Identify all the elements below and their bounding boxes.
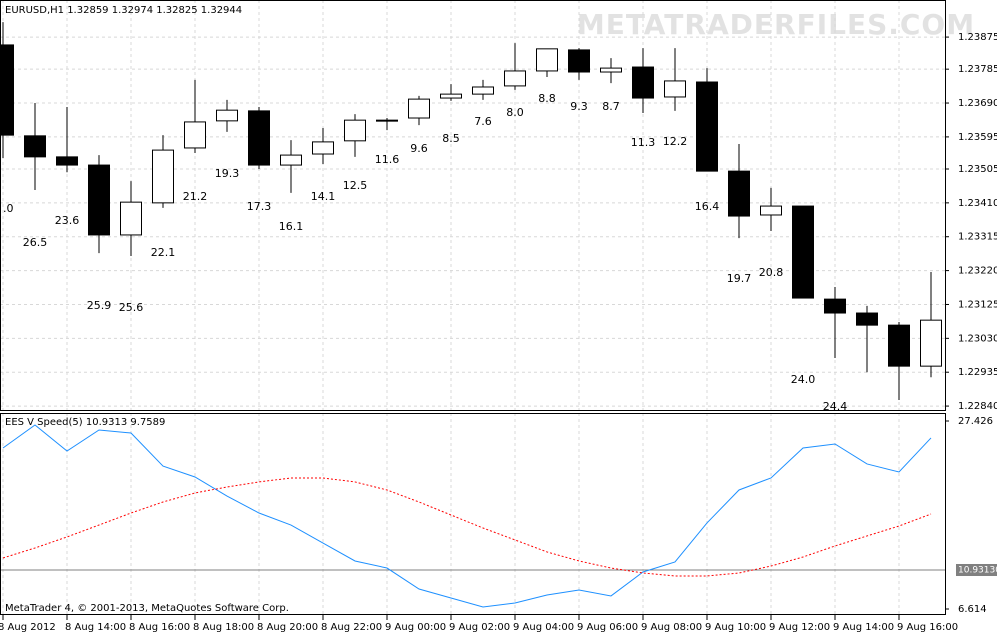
x-tick-label: 8 Aug 16:00 xyxy=(129,622,190,633)
indicator-pane-border xyxy=(0,413,946,615)
y-tick-label: 1.23690 xyxy=(958,98,997,109)
candle-label: 8.8 xyxy=(538,92,556,105)
x-tick-label: 9 Aug 16:00 xyxy=(897,622,958,633)
candle-label: 16.1 xyxy=(279,220,304,233)
y-tick-label: 1.22935 xyxy=(958,367,997,378)
x-tick-label: 9 Aug 10:00 xyxy=(705,622,766,633)
y-tick-label: 1.23595 xyxy=(958,132,997,143)
candle-body xyxy=(728,170,750,217)
candle-label: 12.5 xyxy=(343,179,368,192)
x-tick-label: 8 Aug 18:00 xyxy=(193,622,254,633)
candle-label: 22.1 xyxy=(151,246,176,259)
main-pane-border xyxy=(0,0,946,411)
candle-body xyxy=(56,156,78,166)
candle-label: 8.0 xyxy=(506,106,524,119)
candle-label: 8.5 xyxy=(442,132,460,145)
candle-body xyxy=(248,110,270,166)
candle-body xyxy=(600,67,622,73)
y-tick-label: 27.426 xyxy=(958,416,993,427)
watermark: METATRADERFILES.COM xyxy=(577,8,975,41)
candle-label: 20.8 xyxy=(759,266,784,279)
candle-body xyxy=(440,93,462,99)
candle-label: 25.9 xyxy=(87,299,112,312)
candle-label: 19.7 xyxy=(727,272,752,285)
y-tick-label: 1.23410 xyxy=(958,198,997,209)
candle-body xyxy=(824,298,846,314)
y-tick-label: 1.23785 xyxy=(958,64,997,75)
candle-label: .0 xyxy=(3,202,14,215)
candle-body xyxy=(280,154,302,166)
x-tick-label: 9 Aug 12:00 xyxy=(769,622,830,633)
candle-body xyxy=(632,66,654,99)
candle-body xyxy=(24,135,46,158)
candle-body xyxy=(760,205,782,216)
candle-body xyxy=(376,119,398,122)
candle-label: 8.7 xyxy=(602,100,620,113)
y-tick-label: 1.23030 xyxy=(958,333,997,344)
chart-title: EURUSD,H1 1.32859 1.32974 1.32825 1.3294… xyxy=(5,5,242,16)
candle-body xyxy=(664,80,686,98)
y-tick-label: 1.23505 xyxy=(958,164,997,175)
candle-label: 21.2 xyxy=(183,190,208,203)
x-tick-label: 9 Aug 04:00 xyxy=(513,622,574,633)
footer: MetaTrader 4, © 2001-2013, MetaQuotes So… xyxy=(5,603,289,614)
candle-label: 11.6 xyxy=(375,153,400,166)
candle-body xyxy=(216,109,238,122)
candle-label: 24.0 xyxy=(791,373,816,386)
x-tick-label: 8 Aug 2012 xyxy=(0,622,56,633)
candle-label: 26.5 xyxy=(23,236,48,249)
x-tick-label: 9 Aug 08:00 xyxy=(641,622,702,633)
level-tag xyxy=(956,564,997,577)
candle-label: 19.3 xyxy=(215,167,240,180)
candle-label: 25.6 xyxy=(119,301,144,314)
x-tick-label: 8 Aug 20:00 xyxy=(257,622,318,633)
candle-label: 14.1 xyxy=(311,190,336,203)
candle-label: 17.3 xyxy=(247,200,272,213)
candle-label: 12.2 xyxy=(663,135,688,148)
indicator-title: EES V Speed(5) 10.9313 9.7589 xyxy=(5,417,165,428)
candle-body xyxy=(856,312,878,326)
y-tick-label: 1.23220 xyxy=(958,266,997,277)
candle-body xyxy=(568,49,590,73)
x-tick-label: 9 Aug 06:00 xyxy=(577,622,638,633)
candle-label: 11.3 xyxy=(631,136,656,149)
candle-body xyxy=(184,121,206,149)
candle-label: 24.4 xyxy=(823,400,848,413)
candle-body xyxy=(344,119,366,142)
y-tick-label: 1.23315 xyxy=(958,232,997,243)
candle-body xyxy=(0,44,14,136)
candle-body xyxy=(696,81,718,172)
x-tick-label: 9 Aug 02:00 xyxy=(449,622,510,633)
candle-label: 9.3 xyxy=(570,100,588,113)
y-tick-label: 6.614 xyxy=(958,604,987,615)
x-tick-label: 8 Aug 22:00 xyxy=(321,622,382,633)
candle-label: 16.4 xyxy=(695,200,720,213)
candle-label: 9.6 xyxy=(410,142,428,155)
candle-body xyxy=(408,98,430,119)
candle-body xyxy=(120,201,142,236)
y-tick-label: 1.23875 xyxy=(958,32,997,43)
candle-body xyxy=(88,164,110,236)
candle-body xyxy=(472,86,494,95)
y-tick-label: 1.23125 xyxy=(958,299,997,310)
x-tick-label: 9 Aug 00:00 xyxy=(385,622,446,633)
indicator-line xyxy=(2,477,932,577)
candle-label: 23.6 xyxy=(55,214,80,227)
indicator-line xyxy=(2,424,932,608)
candle-body xyxy=(312,141,334,155)
candle-body xyxy=(792,205,814,299)
candle-body xyxy=(920,319,942,367)
candle-body xyxy=(536,48,558,72)
candle-label: 7.6 xyxy=(474,115,492,128)
level-label: 10.93130 xyxy=(958,566,997,576)
candle-body xyxy=(152,149,174,204)
candle-body xyxy=(888,324,910,367)
x-tick-label: 8 Aug 14:00 xyxy=(65,622,126,633)
candle-body xyxy=(504,70,526,87)
y-tick-label: 1.22840 xyxy=(958,401,997,412)
x-tick-label: 9 Aug 14:00 xyxy=(833,622,894,633)
